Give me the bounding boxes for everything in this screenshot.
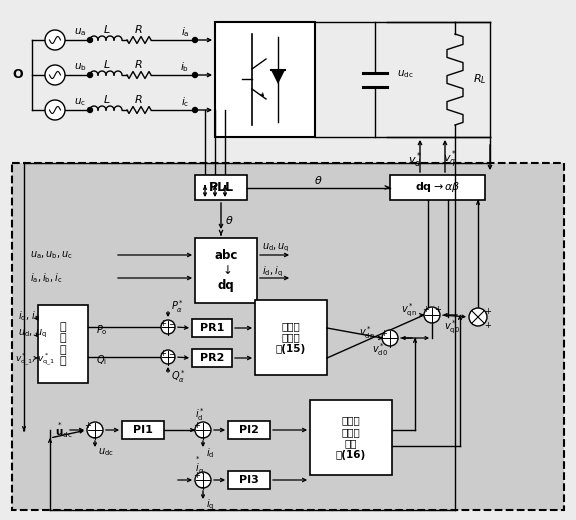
- Circle shape: [192, 37, 198, 43]
- Circle shape: [195, 472, 211, 488]
- Circle shape: [195, 422, 211, 438]
- Bar: [38, 305, 88, 383]
- Text: PI3: PI3: [239, 475, 259, 485]
- Bar: [195, 175, 247, 200]
- Circle shape: [192, 72, 198, 77]
- Text: $u_{\rm d},u_{\rm q}$: $u_{\rm d},u_{\rm q}$: [262, 242, 290, 254]
- Text: PI1: PI1: [133, 425, 153, 435]
- Text: $u_{\rm d}$, $u_{\rm q}$: $u_{\rm d}$, $u_{\rm q}$: [18, 328, 47, 340]
- Text: $i^*_{\rm d}$: $i^*_{\rm d}$: [195, 407, 205, 423]
- Bar: [192, 349, 232, 367]
- Text: +: +: [194, 471, 200, 479]
- Text: $u_{\rm a},u_{\rm b},u_{\rm c}$: $u_{\rm a},u_{\rm b},u_{\rm c}$: [30, 249, 73, 261]
- Text: +: +: [194, 421, 200, 430]
- Bar: [192, 319, 232, 337]
- Text: +: +: [160, 348, 166, 358]
- Bar: [310, 400, 392, 475]
- Bar: [215, 22, 315, 137]
- Text: +: +: [85, 421, 92, 430]
- Text: $-$: $-$: [198, 482, 206, 490]
- Bar: [390, 175, 485, 200]
- Text: $\overset{*}{\mathbf{u}}_{\rm dc}$: $\overset{*}{\mathbf{u}}_{\rm dc}$: [55, 420, 73, 440]
- Text: $u_{\rm b}$: $u_{\rm b}$: [74, 61, 86, 73]
- Circle shape: [88, 72, 93, 77]
- Text: $v^*_{\rm q0}$: $v^*_{\rm q0}$: [444, 318, 460, 336]
- Text: L: L: [104, 25, 110, 35]
- Text: $\boldsymbol{v_d^*}$: $\boldsymbol{v_d^*}$: [408, 150, 422, 170]
- Text: $P^*_{\alpha}$: $P^*_{\alpha}$: [171, 298, 184, 316]
- Text: +: +: [423, 305, 430, 315]
- Text: $\theta$: $\theta$: [314, 175, 323, 187]
- Text: +: +: [484, 320, 491, 330]
- Text: $i_{\rm a},i_{\rm b},i_{\rm c}$: $i_{\rm a},i_{\rm b},i_{\rm c}$: [30, 271, 63, 285]
- Text: PR2: PR2: [200, 353, 224, 363]
- Text: $Q_{\rm i}$: $Q_{\rm i}$: [96, 353, 107, 367]
- Text: $v^*_{\rm d0}$: $v^*_{\rm d0}$: [372, 342, 388, 358]
- Text: R: R: [135, 95, 143, 105]
- Text: $u_{\rm dc}$: $u_{\rm dc}$: [98, 446, 114, 458]
- Bar: [228, 471, 270, 489]
- Bar: [12, 163, 564, 510]
- Bar: [122, 421, 164, 439]
- Circle shape: [88, 108, 93, 112]
- Text: +: +: [381, 329, 388, 337]
- Text: $\overset{*}{i}_{\rm q}$: $\overset{*}{i}_{\rm q}$: [195, 454, 204, 476]
- Text: PLL: PLL: [209, 181, 233, 194]
- Circle shape: [88, 37, 93, 43]
- Circle shape: [192, 108, 198, 112]
- Circle shape: [469, 308, 487, 326]
- Text: R: R: [135, 60, 143, 70]
- Text: +: +: [160, 318, 166, 328]
- Text: 补偿电
压计算
式(15): 补偿电 压计算 式(15): [276, 321, 306, 354]
- Text: $-$: $-$: [168, 318, 176, 328]
- Text: $i_{\rm d}$: $i_{\rm d}$: [206, 446, 214, 460]
- Text: $v^*_{\rm dn}$: $v^*_{\rm dn}$: [359, 324, 375, 342]
- Text: $v^*_{\rm qn}$: $v^*_{\rm qn}$: [401, 301, 417, 319]
- Text: $i_{\rm d},i_{\rm q}$: $i_{\rm d},i_{\rm q}$: [262, 265, 283, 279]
- Text: $R_L$: $R_L$: [473, 73, 487, 86]
- Text: +: +: [484, 307, 491, 317]
- Polygon shape: [271, 70, 285, 84]
- Text: abc
$\downarrow$
dq: abc $\downarrow$ dq: [214, 249, 238, 292]
- Bar: [195, 238, 257, 303]
- Text: $u_{\rm a}$: $u_{\rm a}$: [74, 26, 86, 38]
- Text: $-$: $-$: [198, 432, 206, 440]
- Circle shape: [161, 350, 175, 364]
- Text: $i_{\rm b}$: $i_{\rm b}$: [180, 60, 190, 74]
- Text: $u_{\rm dc}$: $u_{\rm dc}$: [397, 69, 414, 81]
- Text: $i_{\rm q}$: $i_{\rm q}$: [206, 498, 214, 512]
- Text: 功
率
计
算: 功 率 计 算: [60, 321, 66, 367]
- Text: L: L: [104, 95, 110, 105]
- Text: O: O: [13, 69, 23, 82]
- Text: $\theta$: $\theta$: [225, 214, 233, 226]
- Text: $v^*_{\rm d\_1}$, $v^*_{\rm q\_1}$: $v^*_{\rm d\_1}$, $v^*_{\rm q\_1}$: [15, 352, 55, 369]
- Text: R: R: [135, 25, 143, 35]
- Circle shape: [87, 422, 103, 438]
- Text: $i_{\rm c}$: $i_{\rm c}$: [181, 95, 189, 109]
- Text: PR1: PR1: [200, 323, 224, 333]
- Circle shape: [382, 330, 398, 346]
- Text: +: +: [434, 305, 441, 315]
- Text: $-$: $-$: [90, 432, 98, 440]
- Bar: [228, 421, 270, 439]
- Text: $u_{\rm c}$: $u_{\rm c}$: [74, 96, 86, 108]
- Circle shape: [424, 307, 440, 323]
- Text: L: L: [104, 60, 110, 70]
- Text: $Q^*_{\alpha}$: $Q^*_{\alpha}$: [171, 369, 186, 385]
- Text: $-$: $-$: [168, 348, 176, 358]
- Circle shape: [161, 320, 175, 334]
- Text: $i_{\rm a}$: $i_{\rm a}$: [181, 25, 190, 39]
- Bar: [255, 300, 327, 375]
- Text: 前馈补
偿解耦
计算
式(16): 前馈补 偿解耦 计算 式(16): [336, 415, 366, 460]
- Circle shape: [45, 100, 65, 120]
- Text: $P_{\rm o}$: $P_{\rm o}$: [96, 323, 108, 337]
- Circle shape: [45, 65, 65, 85]
- Text: $i_{\rm d}$, $i_{\rm q}$: $i_{\rm d}$, $i_{\rm q}$: [18, 310, 40, 324]
- Circle shape: [45, 30, 65, 50]
- Text: dq$\rightarrow\alpha\beta$: dq$\rightarrow\alpha\beta$: [415, 180, 460, 194]
- Text: PI2: PI2: [239, 425, 259, 435]
- Text: $\boldsymbol{v_q^*}$: $\boldsymbol{v_q^*}$: [443, 149, 457, 171]
